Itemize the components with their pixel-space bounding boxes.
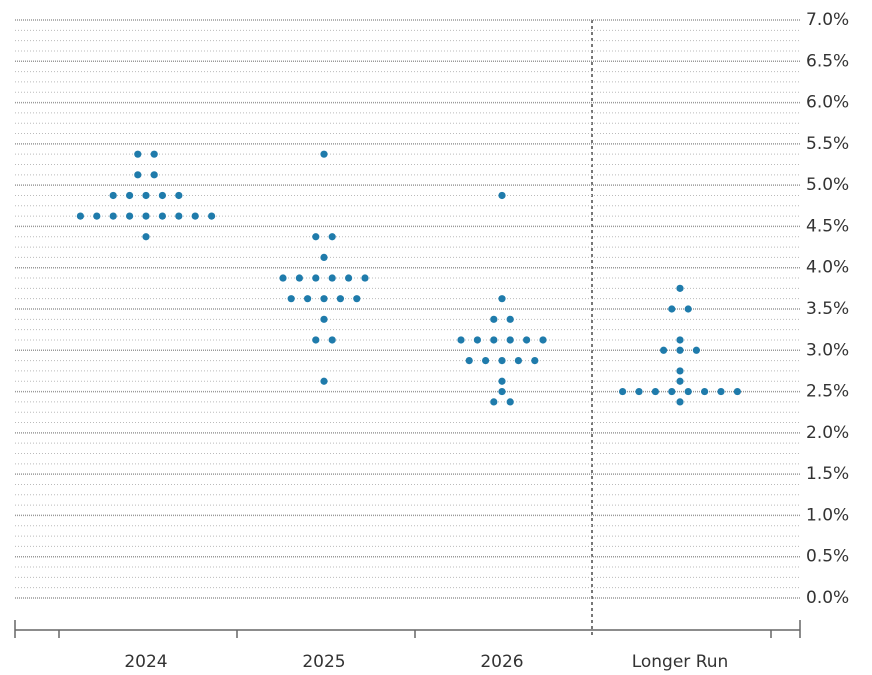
dot — [498, 295, 506, 303]
dot — [304, 295, 312, 303]
y-tick-label: 2.5% — [806, 382, 849, 402]
dot — [142, 212, 150, 220]
dot — [76, 212, 84, 220]
dot — [465, 357, 473, 365]
dot — [320, 150, 328, 158]
dot — [336, 295, 344, 303]
dot — [676, 398, 684, 406]
y-tick-label: 5.0% — [806, 175, 849, 195]
y-tick-label: 5.5% — [806, 134, 849, 154]
dot — [320, 295, 328, 303]
x-tick-label: 2026 — [480, 652, 523, 672]
dot — [717, 387, 725, 396]
dot — [353, 295, 361, 303]
dot — [490, 398, 498, 406]
dot — [328, 336, 336, 344]
dot — [328, 274, 336, 282]
dot — [498, 357, 506, 365]
dot — [126, 212, 134, 220]
dot — [651, 387, 660, 396]
y-tick-label: 2.0% — [806, 423, 849, 443]
y-tick-label: 4.5% — [806, 216, 849, 236]
dot — [506, 398, 514, 406]
dot — [328, 233, 336, 241]
dot — [676, 336, 684, 344]
dot — [345, 274, 353, 282]
dot — [312, 233, 320, 241]
dot — [191, 212, 199, 220]
dot — [320, 253, 328, 261]
dot — [312, 336, 320, 344]
y-tick-label: 4.0% — [806, 258, 849, 278]
dot — [126, 191, 134, 200]
dot — [361, 274, 369, 282]
dot — [498, 191, 506, 200]
dot — [175, 212, 183, 220]
dot — [158, 212, 166, 220]
dot — [676, 284, 684, 292]
dot — [320, 315, 328, 323]
dot — [619, 387, 627, 396]
dot — [531, 357, 539, 365]
dot — [684, 387, 692, 396]
dot — [295, 274, 303, 282]
dot — [482, 357, 490, 365]
dot — [498, 387, 506, 396]
dot — [684, 305, 692, 313]
dot — [457, 336, 465, 344]
dot — [109, 191, 117, 200]
dot — [158, 191, 166, 200]
x-tick-label: 2024 — [124, 652, 167, 672]
dot — [490, 315, 498, 323]
dot — [279, 274, 287, 282]
y-tick-label: 6.0% — [806, 93, 849, 113]
y-tick-label: 0.0% — [806, 588, 849, 608]
dot — [514, 357, 523, 365]
x-ticks — [14, 620, 801, 638]
dot — [701, 387, 709, 396]
dot — [473, 336, 481, 344]
dot — [142, 233, 150, 241]
y-tick-label: 0.5% — [806, 547, 849, 567]
y-tick-label: 6.5% — [806, 51, 849, 71]
dot — [676, 377, 684, 385]
dot — [506, 336, 514, 344]
dot — [109, 212, 117, 220]
dot — [134, 171, 142, 179]
dot — [692, 346, 701, 354]
x-tick-label: Longer Run — [632, 652, 729, 672]
dot — [150, 171, 158, 179]
dot — [635, 387, 643, 396]
dot — [733, 387, 742, 396]
y-tick-label: 3.0% — [806, 340, 849, 360]
dot — [676, 346, 684, 354]
y-tick-label: 1.5% — [806, 464, 849, 484]
dot — [208, 212, 216, 220]
dot — [175, 191, 183, 200]
y-tick-label: 3.5% — [806, 299, 849, 319]
dot — [93, 212, 101, 220]
dot — [668, 387, 676, 396]
dot — [506, 315, 514, 323]
dot — [287, 295, 295, 303]
dot — [523, 336, 531, 344]
dot — [320, 377, 328, 385]
dot — [142, 191, 150, 200]
y-tick-label: 7.0% — [806, 10, 849, 30]
dot — [498, 377, 506, 385]
dot — [150, 150, 158, 158]
dot — [490, 336, 498, 344]
x-tick-label: 2025 — [302, 652, 345, 672]
dot — [312, 274, 320, 282]
dot — [134, 150, 142, 158]
dot — [539, 336, 547, 344]
dot — [676, 367, 684, 375]
dot — [668, 305, 676, 313]
dot — [660, 346, 668, 354]
y-tick-label: 1.0% — [806, 505, 849, 525]
